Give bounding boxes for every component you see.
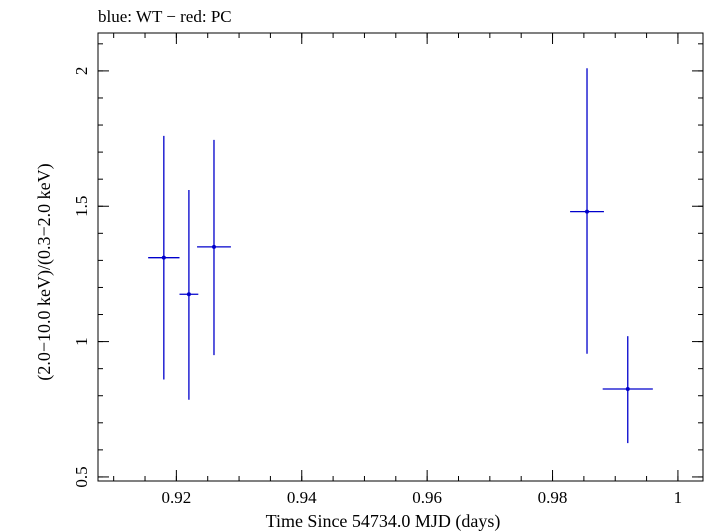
- chart-title: blue: WT − red: PC: [98, 7, 232, 26]
- data-point-marker: [186, 292, 191, 297]
- x-axis-ticks: [113, 33, 679, 481]
- data-point-marker: [625, 386, 630, 391]
- x-tick-label: 0.96: [412, 488, 442, 507]
- data-point: [179, 190, 199, 400]
- data-point: [570, 68, 604, 354]
- y-tick-label: 1.5: [72, 196, 91, 217]
- plot-frame: [97, 32, 704, 482]
- y-axis-ticks: [98, 43, 703, 478]
- x-tick-label: 0.98: [538, 488, 568, 507]
- data-point-marker: [211, 244, 216, 249]
- data-point-marker: [161, 255, 166, 260]
- data-point: [602, 336, 653, 444]
- data-point-marker: [585, 209, 590, 214]
- x-tick-label: 1: [674, 488, 683, 507]
- data-points: [148, 68, 653, 444]
- x-tick-label: 0.94: [287, 488, 317, 507]
- y-axis-label: (2.0−10.0 keV)/(0.3−2.0 keV): [34, 163, 55, 380]
- y-axis-tick-labels: 0.5 1 1.5 2: [72, 67, 91, 488]
- x-tick-label: 0.92: [161, 488, 191, 507]
- y-tick-label: 1: [72, 337, 91, 346]
- y-tick-label: 0.5: [72, 466, 91, 487]
- data-point: [148, 135, 180, 380]
- y-tick-label: 2: [72, 67, 91, 76]
- data-point: [197, 139, 231, 356]
- x-axis-label: Time Since 54734.0 MJD (days): [266, 511, 501, 532]
- x-axis-tick-labels: 0.92 0.94 0.96 0.98 1: [161, 488, 682, 507]
